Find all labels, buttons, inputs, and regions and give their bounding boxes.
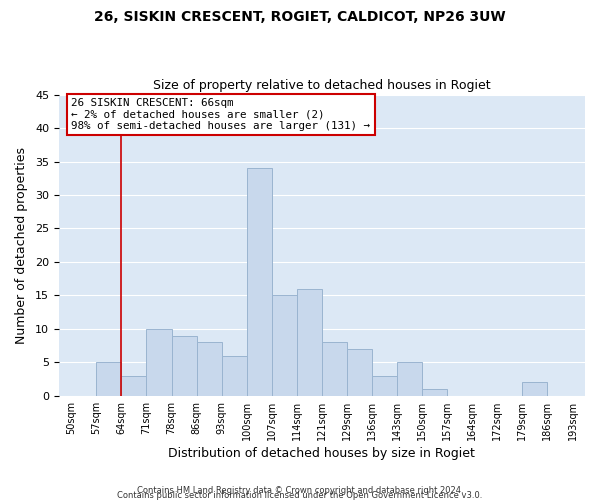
- Bar: [322, 342, 347, 396]
- Bar: [146, 329, 172, 396]
- Bar: [297, 288, 322, 396]
- Bar: [272, 296, 297, 396]
- Bar: [372, 376, 397, 396]
- Text: 26 SISKIN CRESCENT: 66sqm
← 2% of detached houses are smaller (2)
98% of semi-de: 26 SISKIN CRESCENT: 66sqm ← 2% of detach…: [71, 98, 370, 131]
- Bar: [221, 356, 247, 396]
- Bar: [347, 349, 372, 396]
- Bar: [397, 362, 422, 396]
- Bar: [97, 362, 121, 396]
- Bar: [172, 336, 197, 396]
- Text: Contains HM Land Registry data © Crown copyright and database right 2024.: Contains HM Land Registry data © Crown c…: [137, 486, 463, 495]
- Bar: [247, 168, 272, 396]
- Text: Contains public sector information licensed under the Open Government Licence v3: Contains public sector information licen…: [118, 491, 482, 500]
- Bar: [422, 389, 447, 396]
- Text: 26, SISKIN CRESCENT, ROGIET, CALDICOT, NP26 3UW: 26, SISKIN CRESCENT, ROGIET, CALDICOT, N…: [94, 10, 506, 24]
- Bar: [121, 376, 146, 396]
- Bar: [523, 382, 547, 396]
- Bar: [197, 342, 221, 396]
- Y-axis label: Number of detached properties: Number of detached properties: [15, 146, 28, 344]
- X-axis label: Distribution of detached houses by size in Rogiet: Distribution of detached houses by size …: [169, 447, 475, 460]
- Title: Size of property relative to detached houses in Rogiet: Size of property relative to detached ho…: [153, 79, 491, 92]
